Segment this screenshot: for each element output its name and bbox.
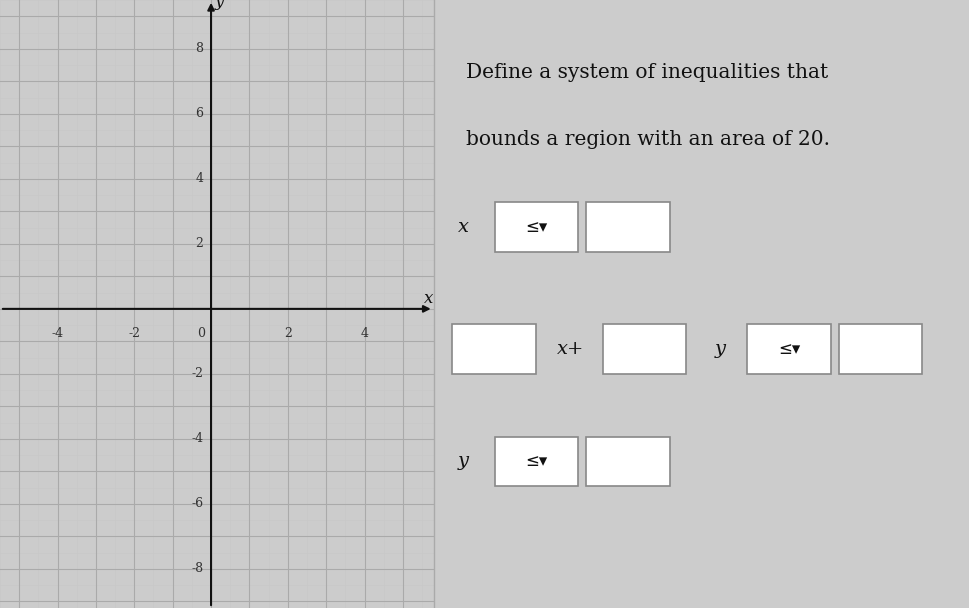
- Text: 2: 2: [196, 237, 203, 250]
- Text: ≤▾: ≤▾: [525, 218, 547, 237]
- Text: 8: 8: [195, 43, 203, 55]
- Text: y: y: [214, 0, 224, 10]
- Text: 2: 2: [284, 326, 292, 340]
- FancyBboxPatch shape: [838, 324, 921, 374]
- Text: 0: 0: [197, 326, 205, 340]
- FancyBboxPatch shape: [586, 202, 669, 252]
- Text: -2: -2: [128, 326, 141, 340]
- Text: x: x: [457, 218, 468, 237]
- Text: -4: -4: [51, 326, 64, 340]
- FancyBboxPatch shape: [452, 324, 535, 374]
- Text: y: y: [714, 340, 726, 358]
- Text: -8: -8: [191, 562, 203, 576]
- Text: x: x: [423, 290, 433, 307]
- FancyBboxPatch shape: [586, 437, 669, 486]
- Text: 6: 6: [195, 107, 203, 120]
- Text: -6: -6: [191, 497, 203, 511]
- FancyBboxPatch shape: [495, 437, 578, 486]
- Text: 4: 4: [195, 172, 203, 185]
- FancyBboxPatch shape: [747, 324, 829, 374]
- Text: y: y: [457, 452, 468, 471]
- Text: ≤▾: ≤▾: [777, 340, 799, 358]
- FancyBboxPatch shape: [495, 202, 578, 252]
- Text: -4: -4: [191, 432, 203, 446]
- Text: ≤▾: ≤▾: [525, 452, 547, 471]
- FancyBboxPatch shape: [602, 324, 685, 374]
- Text: Define a system of inequalities that: Define a system of inequalities that: [465, 63, 828, 83]
- Text: bounds a region with an area of 20.: bounds a region with an area of 20.: [465, 130, 828, 150]
- Text: 4: 4: [360, 326, 368, 340]
- Text: x+: x+: [556, 340, 583, 358]
- Text: -2: -2: [191, 367, 203, 381]
